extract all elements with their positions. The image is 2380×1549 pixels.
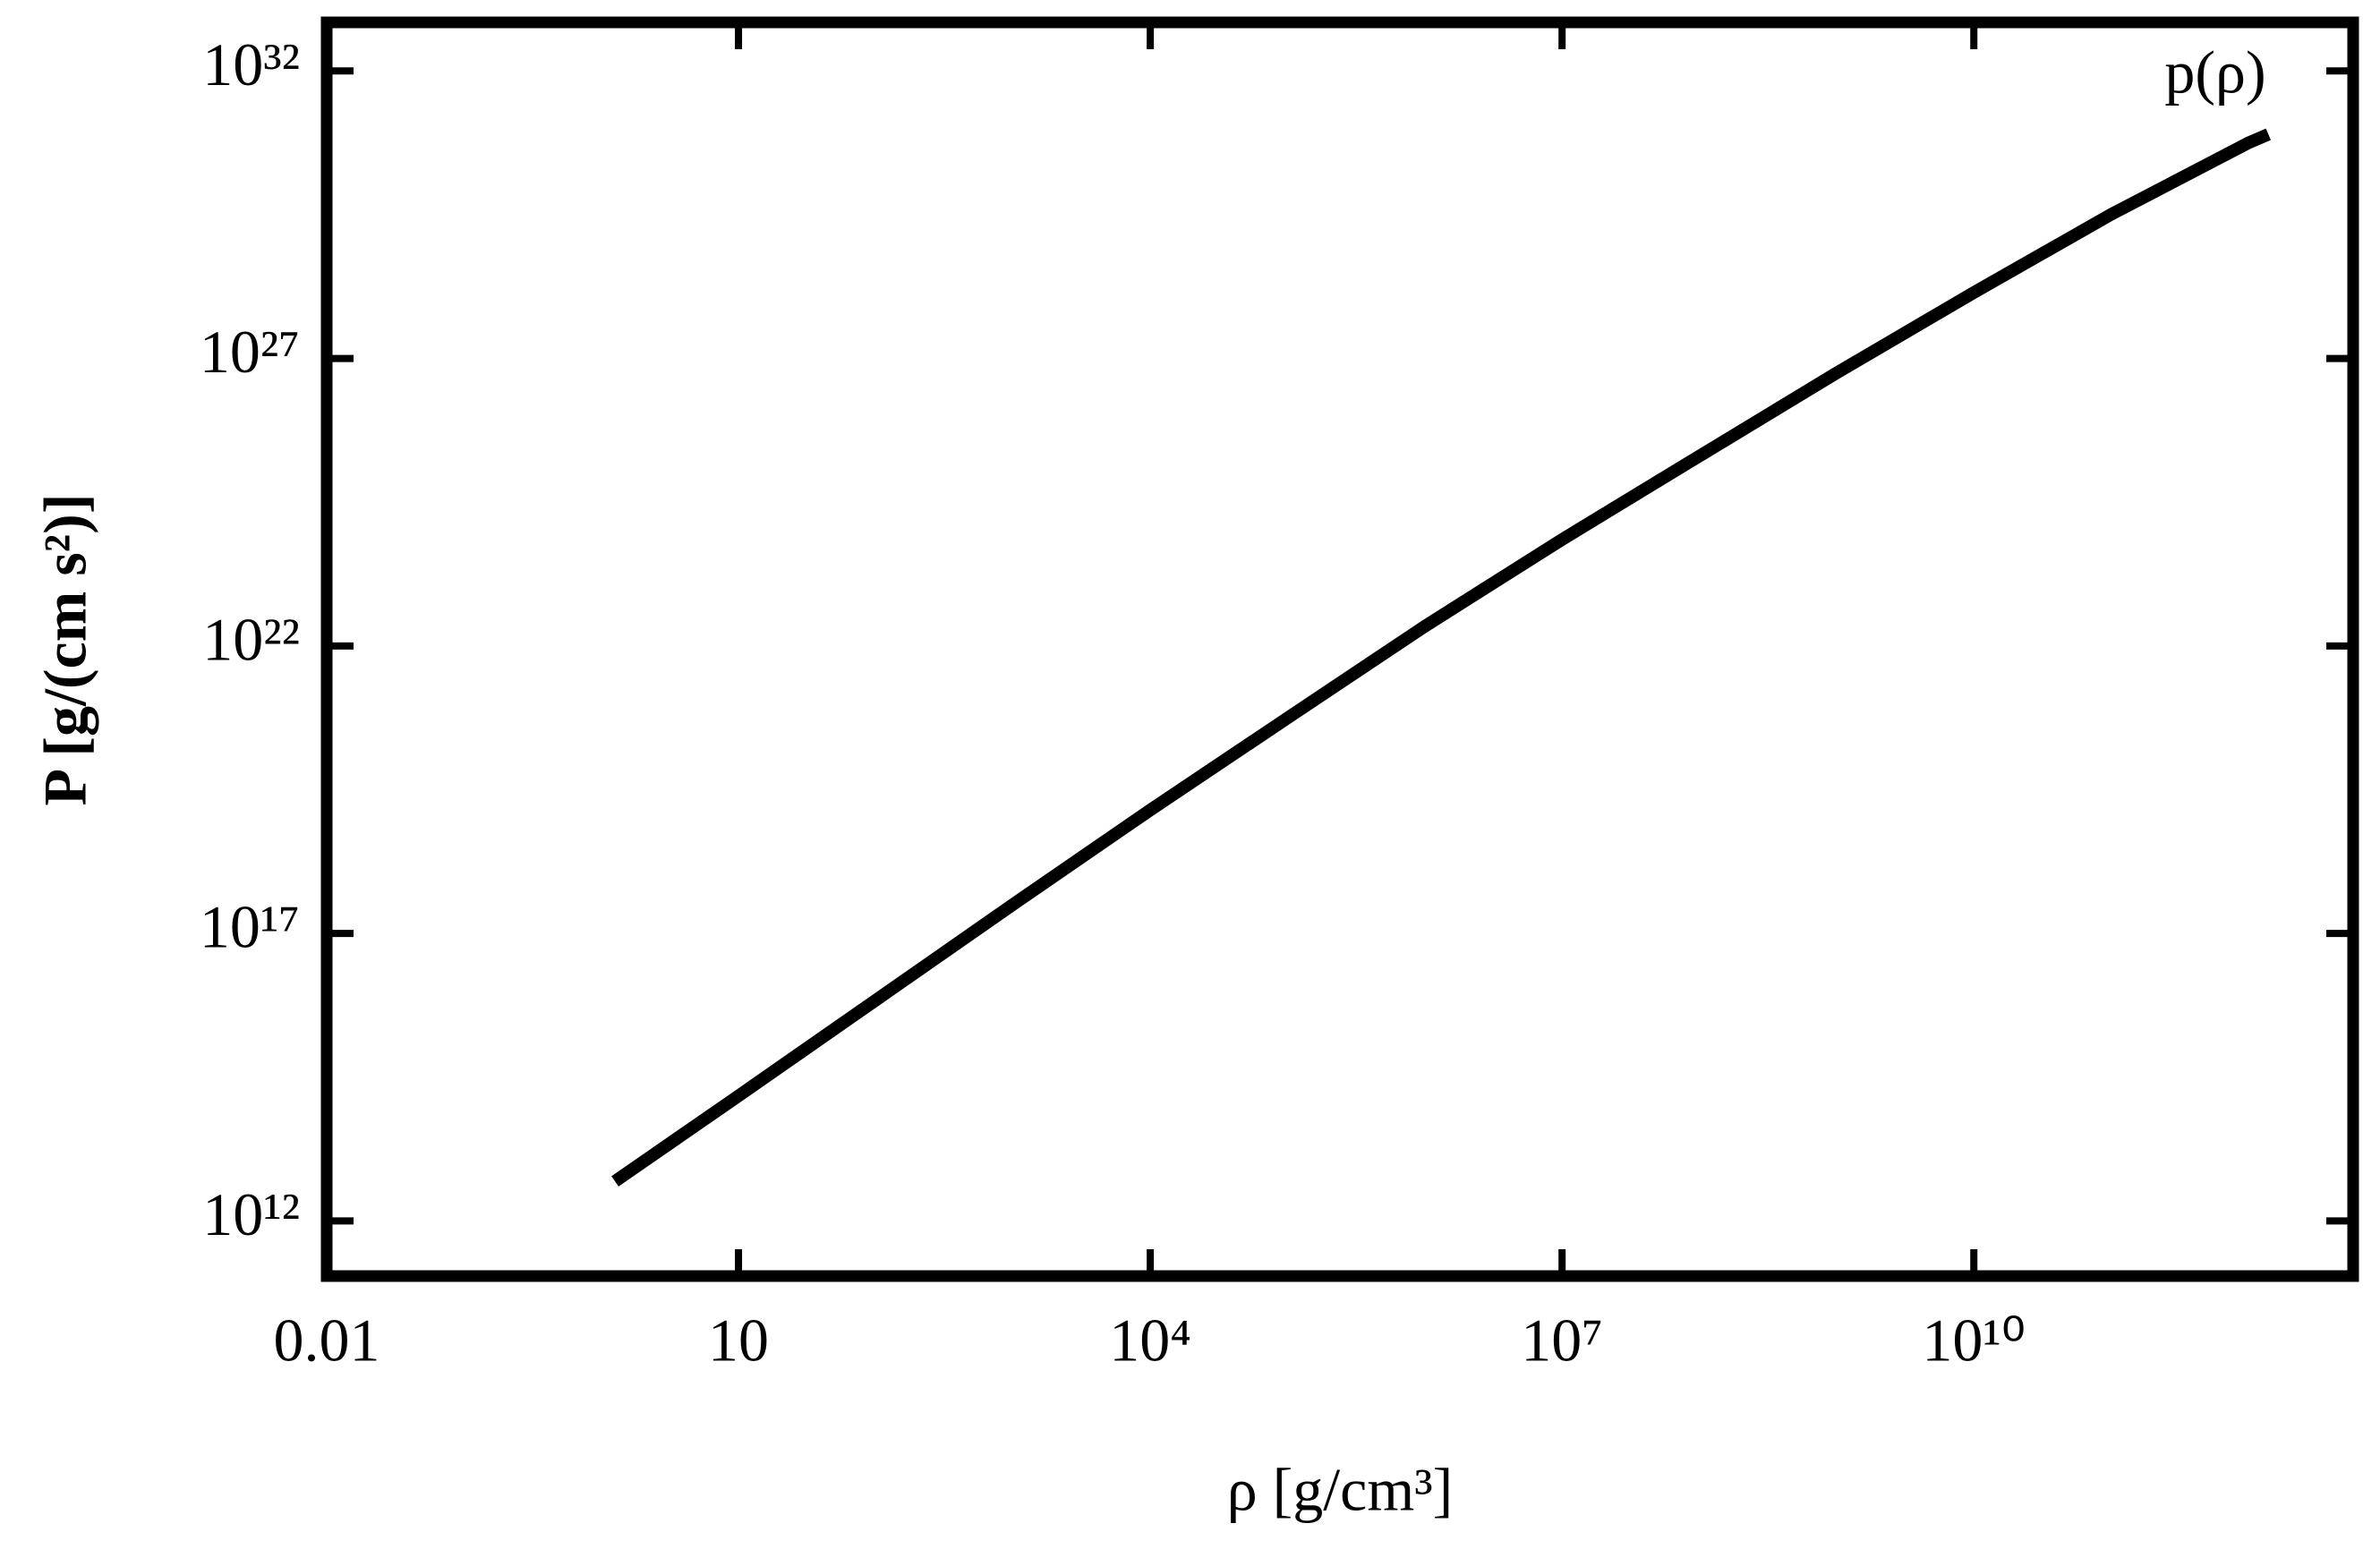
x-tick-label: 0.01 [274, 1306, 380, 1375]
x-tick-label: 10¹⁰ [1922, 1306, 2026, 1375]
x-tick-label: 10⁴ [1109, 1306, 1191, 1375]
y-tick-label: 10³² [202, 30, 300, 98]
curve-annotation: p(ρ) [2164, 38, 2265, 106]
x-axis-label: ρ [g/cm³] [1227, 1456, 1454, 1524]
y-tick-label: 10²⁷ [200, 318, 300, 386]
y-tick-label: 10¹² [202, 1180, 300, 1248]
x-tick-label: 10 [708, 1306, 769, 1375]
y-tick-label: 10¹⁷ [200, 893, 300, 961]
data-line [611, 128, 2272, 1187]
y-tick-label: 10²² [202, 605, 300, 673]
x-tick-label: 10⁷ [1521, 1306, 1603, 1375]
y-axis-label: P [g/(cm s²)] [31, 494, 99, 806]
plot-frame [320, 16, 2359, 1282]
